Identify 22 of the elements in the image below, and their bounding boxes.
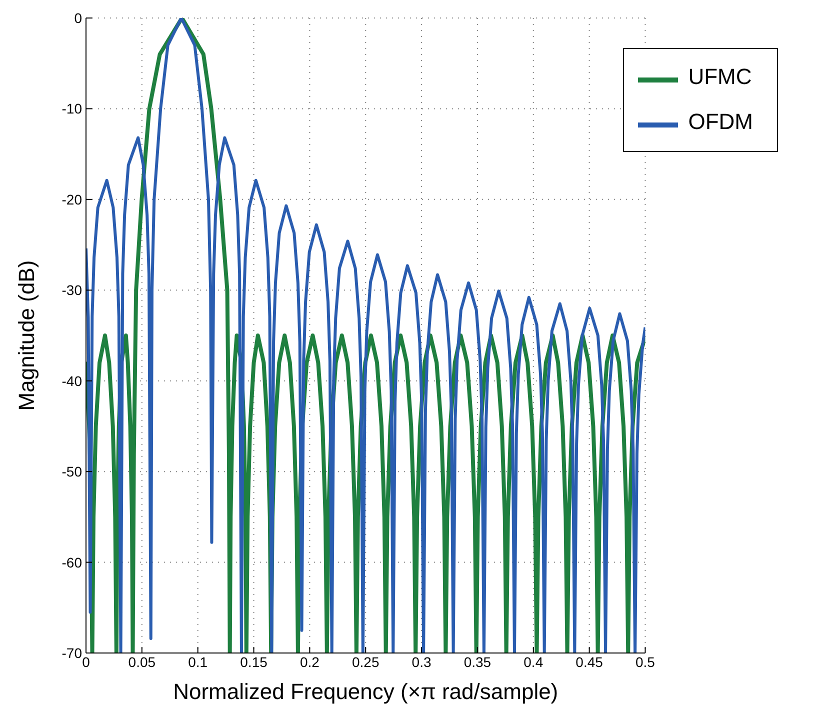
y-tick-label: -20 — [62, 191, 82, 208]
y-tick-label: -30 — [62, 282, 82, 298]
x-tick-label: 0.2 — [300, 654, 320, 670]
x-tick-label: 0.5 — [636, 654, 656, 670]
y-tick-label: -60 — [62, 554, 82, 570]
x-axis-title: Normalized Frequency (×π rad/sample) — [173, 679, 558, 704]
x-tick-label: 0.35 — [464, 654, 492, 670]
x-tick-label: 0.45 — [576, 654, 604, 670]
y-axis-title: Magnitude (dB) — [14, 260, 39, 411]
y-tick-label: -50 — [62, 464, 82, 480]
y-tick-label: 0 — [74, 10, 82, 26]
x-tick-label: 0.1 — [188, 654, 208, 670]
legend-label: OFDM — [688, 108, 753, 134]
x-tick-label: 0.05 — [128, 654, 156, 670]
y-tick-label: -10 — [62, 100, 82, 117]
y-tick-label: -40 — [62, 372, 82, 389]
x-tick-label: 0.15 — [240, 654, 268, 670]
x-tick-label: 0.4 — [524, 654, 544, 670]
y-tick-label: -70 — [62, 644, 82, 661]
legend-label: UFMC — [688, 64, 752, 89]
x-tick-label: 0.25 — [352, 654, 380, 670]
x-tick-label: 0.3 — [412, 654, 432, 670]
